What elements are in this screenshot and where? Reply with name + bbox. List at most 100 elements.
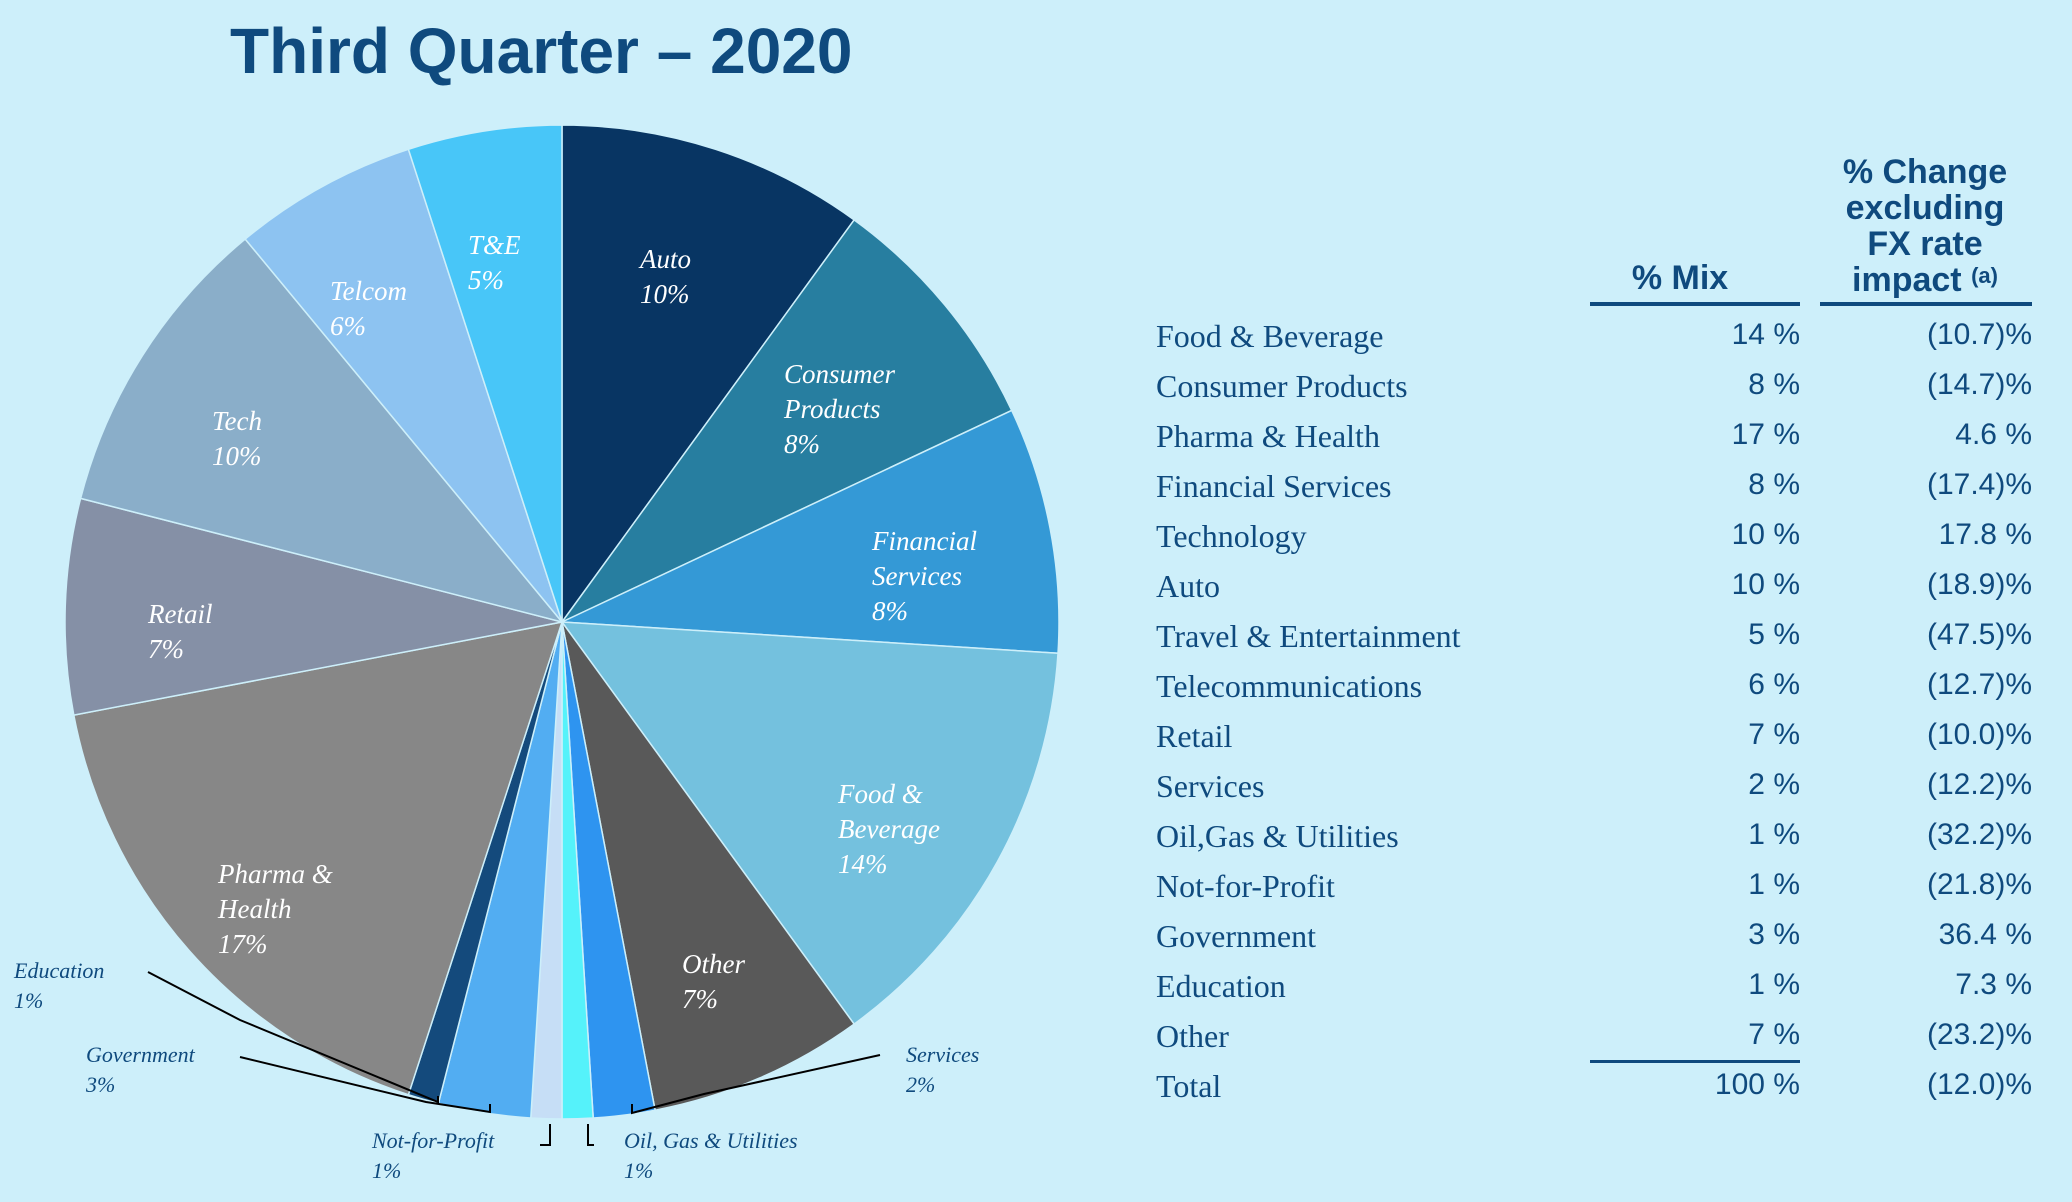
pie-label-line: Telcom	[330, 276, 407, 306]
table-row: Financial Services 8 % (17.4)%	[1150, 460, 2040, 510]
pie-slice-auto	[561, 124, 856, 625]
total-name: Total	[1156, 1068, 1222, 1104]
table-row: Food & Beverage 14 % (10.7)%	[1150, 310, 2040, 360]
pie-label-line: Food &	[837, 779, 923, 809]
pie-label-line: Auto	[638, 244, 691, 274]
pie-label-line: Government	[86, 1042, 196, 1067]
row-change: (12.2)%	[1926, 768, 2032, 801]
row-mix: 1 %	[1748, 818, 1800, 851]
row-name: Financial Services	[1156, 468, 1392, 504]
row-mix: 8 %	[1748, 368, 1800, 401]
table-body: Food & Beverage 14 % (10.7)% Consumer Produ…	[1150, 310, 2040, 1110]
pie-label: Other 7%	[682, 949, 745, 1014]
row-name: Services	[1156, 768, 1265, 804]
table-row: Technology 10 % 17.8 %	[1150, 510, 2040, 560]
total-change: (12.0)%	[1926, 1068, 2032, 1101]
pie-label-line: 14%	[838, 849, 888, 879]
pie-slice-telcom	[244, 148, 563, 623]
pie-label-line: Other	[682, 949, 745, 979]
pie-label-line: 2%	[906, 1072, 935, 1097]
row-change: (21.8)%	[1926, 868, 2032, 901]
row-name: Technology	[1156, 518, 1307, 554]
pie-label-line: 10%	[640, 279, 690, 309]
row-change: 17.8 %	[1938, 518, 2032, 551]
pie-label-line: Services	[906, 1042, 979, 1067]
table-row: Consumer Products 8 % (14.7)%	[1150, 360, 2040, 410]
row-mix: 10 %	[1731, 518, 1800, 551]
table-row: Education 1 % 7.3 %	[1150, 960, 2040, 1010]
pie-slice-retail	[64, 497, 563, 717]
pie-label: Retail 7%	[147, 599, 212, 664]
table-row: Services 2 % (12.2)%	[1150, 760, 2040, 810]
column-header-mix: % Mix	[1631, 259, 1729, 297]
pie-label-line: Health	[217, 894, 292, 924]
pie-label: Not-for-Profit 1%	[371, 1128, 495, 1183]
row-name: Retail	[1156, 718, 1233, 754]
column-header-change: % Change excluding FX rate impact (a)	[1810, 154, 2040, 298]
row-change: (12.7)%	[1926, 668, 2032, 701]
pie-label-line: 7%	[682, 984, 718, 1014]
pie-slice-pharma-health	[72, 621, 564, 1096]
total-rule	[1590, 1060, 1800, 1063]
table-row: Auto 10 % (18.9)%	[1150, 560, 2040, 610]
pie-label-line: 5%	[468, 265, 504, 295]
pie-label: Consumer Products 8%	[783, 359, 895, 459]
row-mix: 10 %	[1731, 568, 1800, 601]
pie-label-line: 17%	[218, 929, 268, 959]
row-name: Education	[1156, 968, 1286, 1004]
row-name: Food & Beverage	[1156, 318, 1384, 354]
pie-label: T&E 5%	[468, 230, 521, 295]
row-change: (47.5)%	[1926, 618, 2032, 651]
row-change: (10.0)%	[1926, 718, 2032, 751]
pie-label: Education 1%	[13, 958, 104, 1013]
pie-label: Financial Services 8%	[871, 526, 977, 626]
row-mix: 6 %	[1748, 668, 1800, 701]
pie-slice-financial-services	[561, 409, 1060, 655]
row-change: (17.4)%	[1926, 468, 2032, 501]
column-header-change-text: % Change excluding FX rate impact	[1842, 153, 2008, 299]
row-name: Travel & Entertainment	[1156, 618, 1461, 654]
pie-slices	[64, 124, 1060, 1120]
pie-label: Food & Beverage 14%	[837, 779, 940, 879]
table-total-row: Total 100 % (12.0)%	[1150, 1060, 2040, 1110]
row-change: (23.2)%	[1926, 1018, 2032, 1051]
pie-label-line: 8%	[784, 429, 820, 459]
table-row: Telecommunications 6 % (12.7)%	[1150, 660, 2040, 710]
row-mix: 14 %	[1731, 318, 1800, 351]
pie-label-line: 7%	[148, 634, 184, 664]
row-mix: 7 %	[1748, 718, 1800, 751]
pie-slice-tech	[79, 237, 565, 624]
pie-label-line: 6%	[330, 311, 366, 341]
pie-label-line: 1%	[372, 1158, 401, 1183]
row-name: Pharma & Health	[1156, 418, 1380, 454]
leader-line	[631, 1054, 881, 1115]
pie-label: Oil, Gas & Utilities 1%	[624, 1128, 798, 1183]
leader-line	[239, 1056, 491, 1114]
table-row: Travel & Entertainment 5 % (47.5)%	[1150, 610, 2040, 660]
pie-label-line: 3%	[85, 1072, 115, 1097]
pie-label: Tech 10%	[212, 406, 262, 471]
pie-label-line: Retail	[147, 599, 212, 629]
table-row: Other 7 % (23.2)%	[1150, 1010, 2040, 1060]
row-mix: 1 %	[1748, 968, 1800, 1001]
pie-label: Services 2%	[906, 1042, 979, 1097]
row-change: 36.4 %	[1938, 918, 2032, 951]
row-mix: 1 %	[1748, 868, 1800, 901]
leader-line	[540, 1124, 551, 1146]
leader-line	[587, 1124, 594, 1146]
table-row: Pharma & Health 17 % 4.6 %	[1150, 410, 2040, 460]
pie-slice-t-e	[407, 124, 563, 623]
pie-label-line: Pharma &	[217, 859, 333, 889]
footnote-marker: (a)	[1971, 263, 1998, 288]
pie-label-line: Beverage	[838, 814, 940, 844]
table-row: Retail 7 % (10.0)%	[1150, 710, 2040, 760]
row-mix: 17 %	[1731, 418, 1800, 451]
total-mix: 100 %	[1714, 1068, 1800, 1101]
row-name: Not-for-Profit	[1156, 868, 1335, 904]
pie-label-line: 8%	[872, 596, 908, 626]
header-rule-mix	[1590, 302, 1800, 306]
pie-label-line: Consumer	[784, 359, 895, 389]
pie-label-line: 1%	[14, 988, 43, 1013]
pie-labels: Auto 10% Consumer Products 8% Financial Servic…	[13, 230, 979, 1183]
pie-label-line: Services	[872, 561, 962, 591]
